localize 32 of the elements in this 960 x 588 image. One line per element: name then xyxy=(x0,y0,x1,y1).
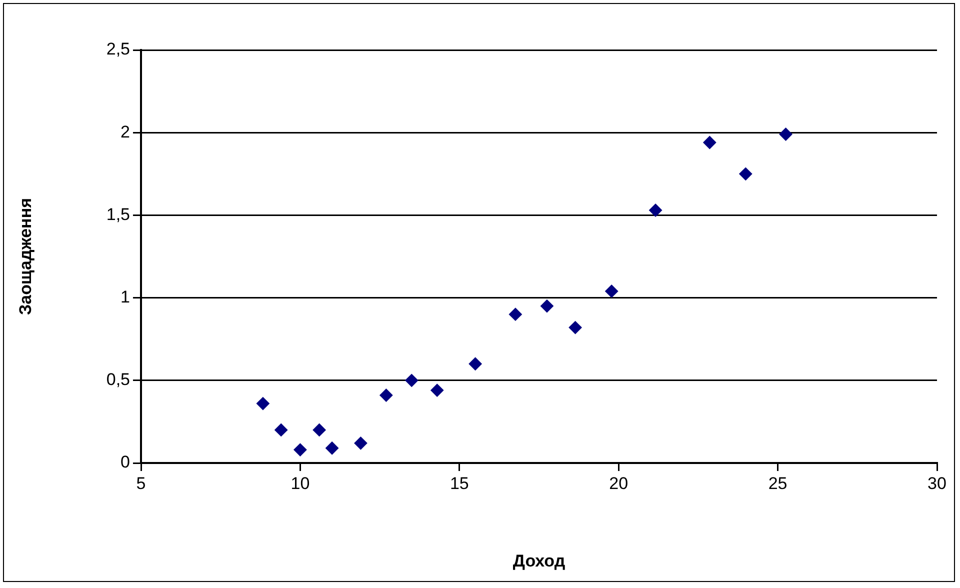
x-tick-label: 5 xyxy=(136,474,146,493)
point xyxy=(430,384,444,397)
point xyxy=(354,436,368,450)
point xyxy=(274,423,288,436)
x-tick-label: 30 xyxy=(928,474,946,493)
point xyxy=(405,374,418,387)
y-tick-label: 1 xyxy=(120,287,130,306)
y-tick-label: 0 xyxy=(120,452,130,472)
y-tick-label: 2,5 xyxy=(106,40,130,59)
point xyxy=(605,284,618,298)
point xyxy=(380,388,393,402)
point xyxy=(326,442,339,455)
y-tick-label: 1,5 xyxy=(106,204,130,224)
point xyxy=(294,443,307,456)
x-axis-title: Доход xyxy=(512,551,566,570)
point xyxy=(256,397,270,410)
point xyxy=(779,128,792,141)
point xyxy=(568,321,582,334)
x-tick-label: 20 xyxy=(609,474,628,493)
point xyxy=(703,136,716,150)
y-tick-label: 0,5 xyxy=(106,370,130,390)
point xyxy=(649,204,662,217)
point xyxy=(312,423,326,436)
y-axis-title: Заощадження xyxy=(16,198,35,316)
point xyxy=(540,300,554,313)
x-tick-label: 10 xyxy=(290,474,310,493)
x-tick-label: 15 xyxy=(450,474,469,493)
point xyxy=(468,357,482,370)
point xyxy=(739,167,752,180)
point xyxy=(508,308,522,321)
y-tick-label: 2 xyxy=(120,122,130,142)
x-tick-label: 25 xyxy=(768,474,788,493)
